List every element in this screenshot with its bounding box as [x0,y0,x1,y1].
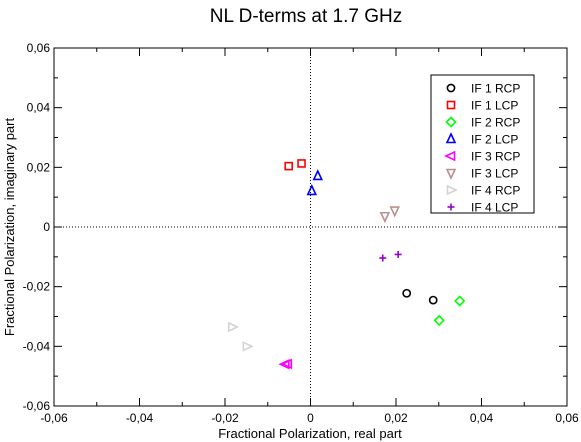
legend-marker-7 [447,203,455,211]
point-triangle-up-3-0 [312,169,324,181]
y-axis-label: Fractional Polarization, imaginary part [2,118,17,337]
x-tick-label: -0,04 [126,411,154,425]
legend-marker-5 [445,168,457,180]
point-plus-7-1 [394,250,402,258]
legend-label-7: IF 4 LCP [471,201,518,215]
x-tick-label: 0,02 [384,411,408,425]
legend-marker-4 [444,150,456,162]
point-triangle-right-6-0 [227,321,240,333]
y-tick-label: -0,02 [23,280,51,294]
point-square-1-1 [297,159,306,168]
point-triangle-left-4-0 [280,358,293,370]
axes: -0,06 -0,04 -0,02 0 0,02 0,04 0,06 -0,06 -0,04 -0… [23,41,579,425]
y-tick-label: 0,02 [27,160,51,174]
legend-label-6: IF 4 RCP [471,184,520,198]
legend-label-4: IF 3 RCP [471,150,520,164]
point-diamond-2-0 [454,295,466,307]
legend-marker-2 [445,116,457,128]
legend-label-3: IF 2 LCP [471,133,518,147]
x-tick-label: -0,06 [40,411,68,425]
legend-label-5: IF 3 LCP [471,167,518,181]
legend-label-2: IF 2 RCP [471,116,520,130]
x-tick-label: -0,02 [211,411,239,425]
point-square-1-0 [284,161,293,171]
point-triangle-down-5-1 [389,206,400,218]
legend-label-1: IF 1 LCP [471,99,518,113]
chart-title: NL D-terms at 1.7 GHz [210,6,403,27]
x-tick-label: 0 [307,411,314,425]
legend-marker-1 [446,100,456,110]
legend-marker-6 [446,184,458,196]
legend-entries: IF 1 RCP IF 1 LCP IF 2 RCP IF 2 LCP IF 3 RCP… [444,82,520,215]
data-points [227,159,466,370]
y-tick-label: -0,06 [23,399,51,413]
y-tick-label: 0 [43,220,50,234]
point-triangle-left-4-1 [278,358,290,370]
legend-label-0: IF 1 RCP [471,82,520,96]
legend-marker-3 [445,132,457,144]
point-plus-7-0 [379,254,387,262]
point-triangle-up-3-1 [306,184,318,196]
point-triangle-right-6-1 [242,341,254,352]
point-triangle-down-5-0 [379,211,391,224]
point-circle-0-0 [402,288,412,298]
point-diamond-2-1 [433,314,445,327]
legend-marker-0 [446,83,456,93]
y-tick-label: -0,04 [23,339,51,353]
y-tick-label: 0,06 [27,41,51,55]
x-axis-label: Fractional Polarization, real part [218,426,402,441]
point-circle-0-1 [428,295,438,305]
x-tick-label: 0,06 [555,411,579,425]
legend: IF 1 RCP IF 1 LCP IF 2 RCP IF 2 LCP IF 3 RCP… [430,74,535,215]
x-tick-label: 0,04 [470,411,494,425]
y-tick-label: 0,04 [27,101,51,115]
